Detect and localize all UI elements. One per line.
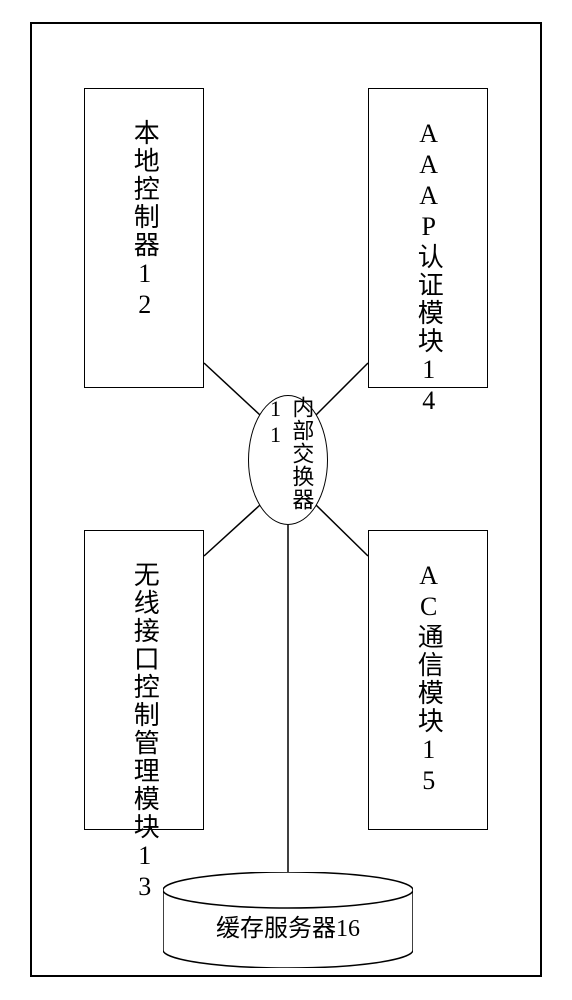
node-wireless-mgmt: 无线接口控制管理模块13 xyxy=(84,530,204,830)
node-aaap-auth: AAAP认证模块14 xyxy=(368,88,488,388)
node-ac-comm: AC通信模块15 xyxy=(368,530,488,830)
node-label: AAAP认证模块14 xyxy=(410,119,446,417)
node-label: 内部交换器11 xyxy=(262,396,315,524)
node-local-controller: 本地控制器12 xyxy=(84,88,204,388)
node-label: 缓存服务器16 xyxy=(163,908,413,943)
node-label: AC通信模块15 xyxy=(410,561,446,797)
node-label: 本地控制器12 xyxy=(126,119,162,321)
diagram-canvas: 本地控制器12 AAAP认证模块14 无线接口控制管理模块13 AC通信模块15… xyxy=(0,0,572,1000)
node-label: 无线接口控制管理模块13 xyxy=(126,561,162,903)
node-cache-server: 缓存服务器16 xyxy=(163,872,413,968)
node-internal-switch: 内部交换器11 xyxy=(248,395,328,525)
